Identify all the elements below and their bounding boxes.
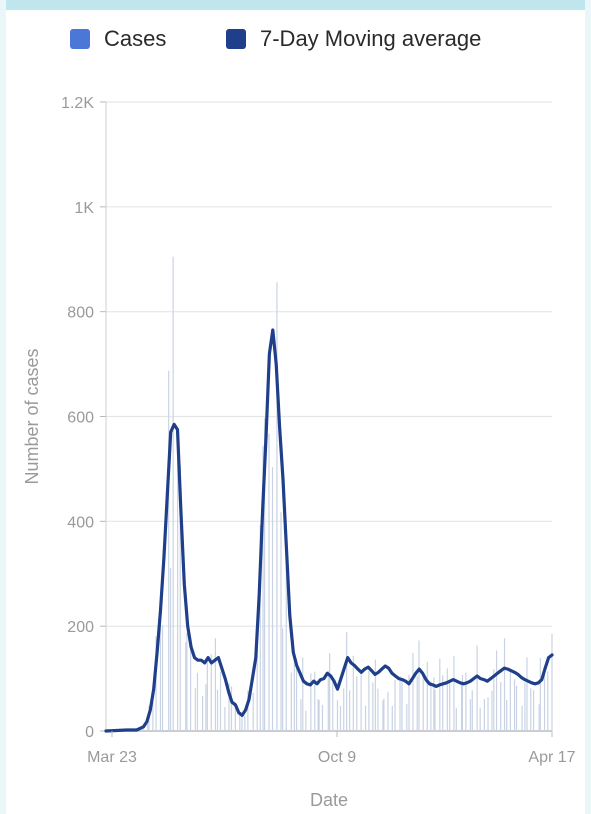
y-tick-label: 0 [85, 724, 94, 741]
y-tick-label: 1.2K [61, 95, 94, 112]
y-tick-label: 400 [67, 514, 94, 531]
legend-item-moving-average[interactable]: 7-Day Moving average [226, 22, 481, 56]
top-border [0, 0, 591, 10]
y-tick-label: 600 [67, 410, 94, 427]
left-border [0, 0, 6, 814]
y-tick-label: 1K [74, 200, 94, 217]
y-tick-label: 800 [67, 305, 94, 322]
right-border [585, 0, 591, 814]
x-tick-label: Mar 23 [87, 749, 137, 766]
moving-average-swatch [226, 29, 246, 49]
cases-swatch [70, 29, 90, 49]
y-axis-title: Number of cases [22, 348, 42, 484]
moving-average-line [104, 328, 554, 733]
y-tick-label: 200 [67, 619, 94, 636]
legend-label-moving-average: 7-Day Moving average [260, 26, 482, 51]
chart-legend: Cases 7-Day Moving average [0, 22, 591, 56]
x-tick-label: Apr 17 [528, 749, 575, 766]
x-axis-title: Date [310, 790, 348, 810]
legend-item-cases[interactable]: Cases [70, 22, 166, 56]
legend-label-cases: Cases [104, 26, 167, 51]
x-tick-label: Oct 9 [318, 749, 356, 766]
